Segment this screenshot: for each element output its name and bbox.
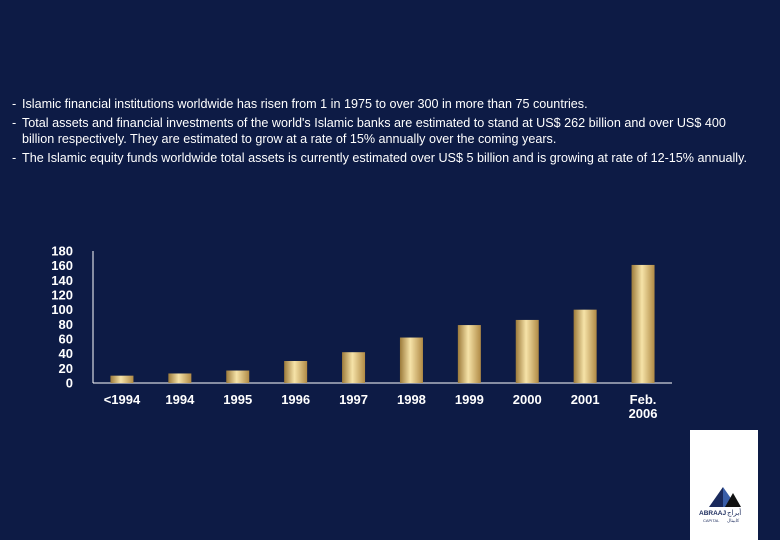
x-tick-label: <1994 — [104, 392, 141, 407]
y-tick-label: 140 — [51, 273, 73, 288]
x-tick-label: 2000 — [513, 392, 542, 407]
bar — [399, 337, 423, 383]
y-tick-label: 80 — [59, 317, 73, 332]
y-tick-label: 40 — [59, 346, 73, 361]
bullet-item: - Islamic financial institutions worldwid… — [12, 96, 747, 112]
y-tick-label: 100 — [51, 302, 73, 317]
y-tick-label: 160 — [51, 258, 73, 273]
y-tick-label: 120 — [51, 288, 73, 303]
company-logo: ABRAAJ أبراج CAPITAL كابيتال — [690, 430, 758, 540]
x-tick-label: 1996 — [281, 392, 310, 407]
bar — [573, 309, 597, 383]
x-tick-label: 1999 — [455, 392, 484, 407]
y-tick-label: 60 — [59, 332, 73, 347]
bullet-item: - The Islamic equity funds worldwide tota… — [12, 150, 747, 166]
bar — [110, 375, 134, 383]
logo-brand-arabic: أبراج — [727, 508, 741, 517]
bullet-list: - Islamic financial institutions worldwid… — [12, 96, 747, 169]
logo-sub-latin: CAPITAL — [703, 518, 720, 523]
bar — [284, 361, 308, 383]
x-tick-label: 2001 — [571, 392, 600, 407]
x-tick-label: Feb. — [630, 392, 657, 407]
x-tick-label: 1998 — [397, 392, 426, 407]
bar — [515, 319, 539, 383]
bar — [457, 325, 481, 383]
logo-mark-icon: ABRAAJ أبراج CAPITAL كابيتال — [699, 487, 741, 524]
bullet-text: Total assets and financial investments o… — [22, 116, 726, 146]
bullet-dash: - — [12, 116, 17, 130]
x-tick-label: 1995 — [223, 392, 252, 407]
logo-brand-latin: ABRAAJ — [699, 510, 726, 517]
bullet-text: Islamic financial institutions worldwide… — [22, 97, 588, 111]
y-tick-label: 20 — [59, 361, 73, 376]
x-tick-label: 1994 — [165, 392, 195, 407]
bar — [168, 373, 192, 383]
x-tick-label: 2006 — [629, 406, 658, 421]
y-tick-label: 0 — [66, 376, 73, 391]
bar — [226, 370, 250, 383]
bullet-item: - Total assets and financial investments … — [12, 115, 747, 147]
bullet-text: The Islamic equity funds worldwide total… — [22, 151, 747, 165]
x-tick-label: 1997 — [339, 392, 368, 407]
bullet-dash: - — [12, 97, 17, 111]
bar — [342, 352, 366, 383]
logo-sub-arabic: كابيتال — [727, 518, 740, 524]
bar — [631, 264, 655, 383]
bullet-dash: - — [12, 151, 17, 165]
y-tick-label: 180 — [51, 244, 73, 259]
